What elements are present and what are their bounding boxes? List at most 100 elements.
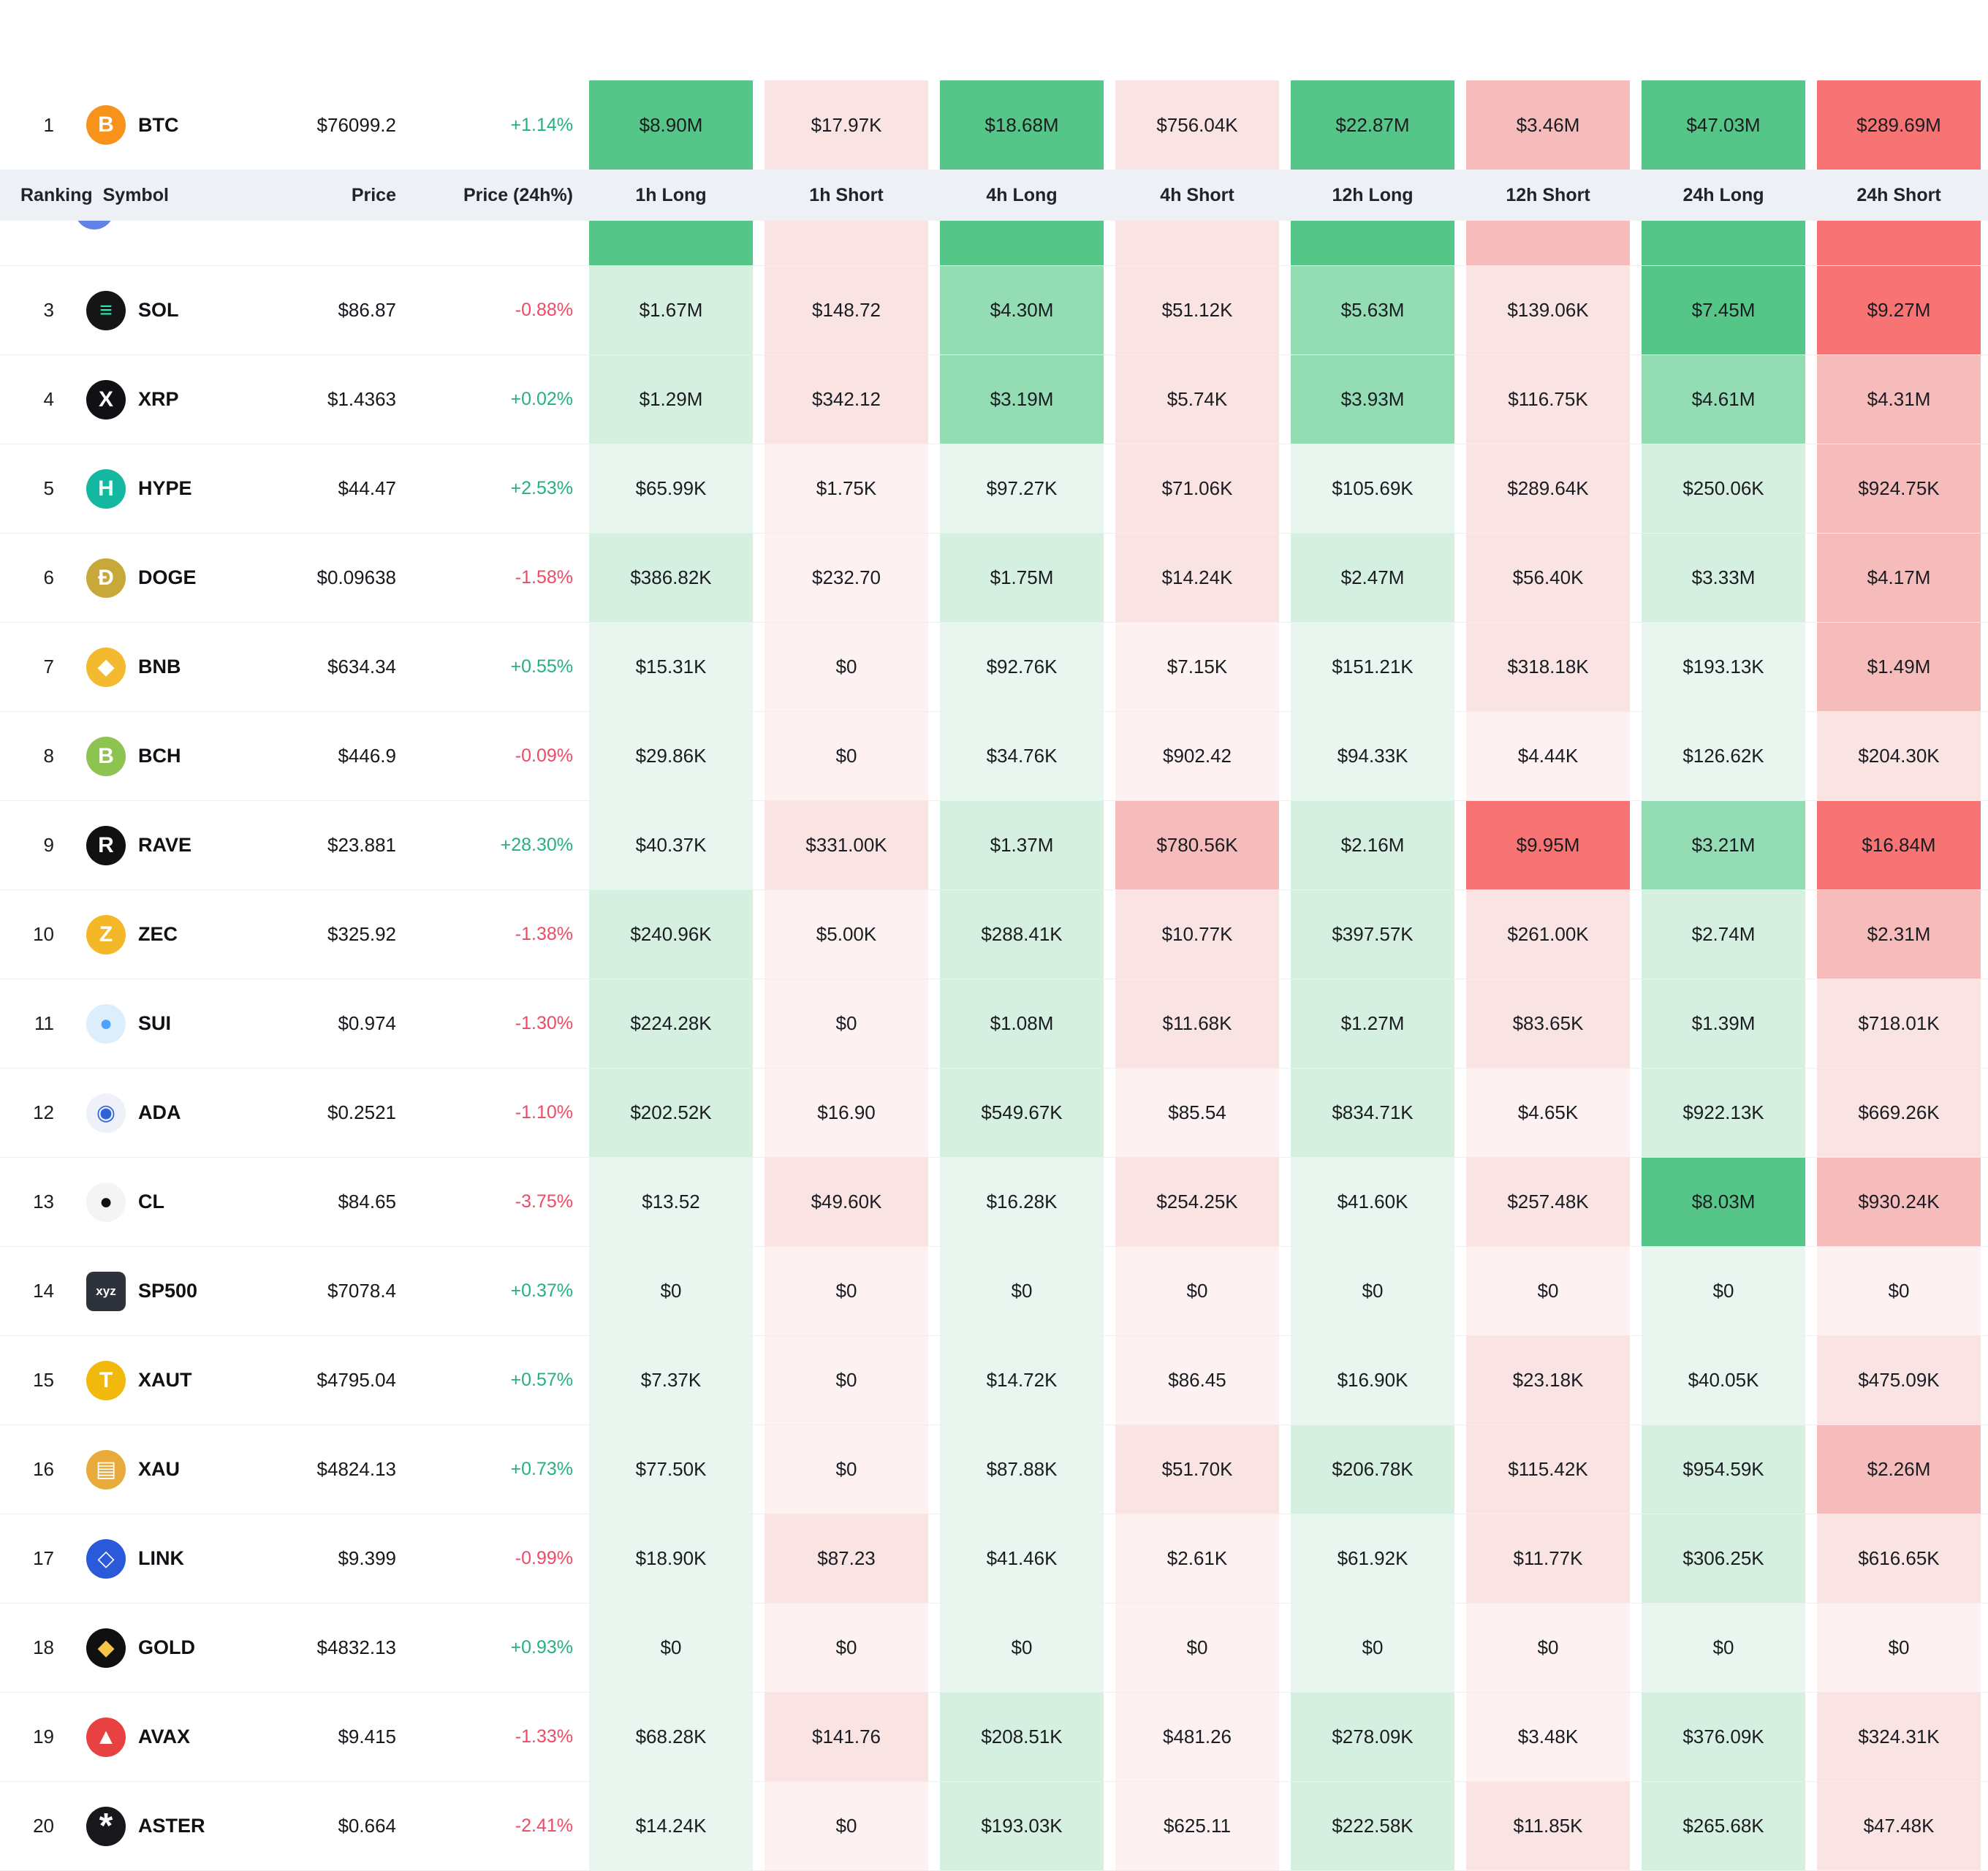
table-row[interactable]: 19 ▲ AVAX $9.415 -1.33% $68.28K $141.76 $2…	[0, 1693, 1988, 1782]
value-cell: $718.01K	[1817, 979, 1981, 1068]
symbol-cell[interactable]: ● SUI	[73, 979, 251, 1068]
value-cell: $17.97K	[765, 80, 928, 170]
table-row[interactable]: 18 ◆ GOLD $4832.13 +0.93% $0 $0 $0 $0 $0 $0 $0…	[0, 1604, 1988, 1693]
value-cell: $16.28K	[940, 1158, 1104, 1246]
value-cell: $9.27M	[1817, 266, 1981, 354]
table-row[interactable]: 13 ● CL $84.65 -3.75% $13.52 $49.60K $16.2…	[0, 1158, 1988, 1247]
value-cell: $116.75K	[1466, 355, 1630, 444]
value-cell: $14.24K	[589, 1782, 753, 1870]
value-cell: $265.68K	[1642, 1782, 1805, 1870]
table-row[interactable]: 1 B BTC $76099.2 +1.14% $8.90M $17.97K $18…	[0, 80, 1988, 170]
value-cell: $4.30M	[940, 266, 1104, 354]
symbol-cell[interactable]: Z ZEC	[73, 890, 251, 979]
value-cell: $1.08M	[940, 979, 1104, 1068]
value-cell: $0	[1115, 1604, 1279, 1692]
table-row[interactable]: 6 Ð DOGE $0.09638 -1.58% $386.82K $232.70…	[0, 534, 1988, 623]
symbol-cell[interactable]: * ASTER	[73, 1782, 251, 1870]
symbol-cell[interactable]: ▲ AVAX	[73, 1693, 251, 1781]
value-cell: $86.45	[1115, 1336, 1279, 1424]
col-symbol[interactable]: Symbol	[102, 184, 169, 205]
value-cell: $756.04K	[1115, 80, 1279, 170]
symbol-label: SP500	[138, 1280, 198, 1302]
symbol-cell[interactable]: H HYPE	[73, 444, 251, 533]
table-row[interactable]: 15 T XAUT $4795.04 +0.57% $7.37K $0 $14.72…	[0, 1336, 1988, 1425]
table-row[interactable]: 12 ◉ ADA $0.2521 -1.10% $202.52K $16.90 $5…	[0, 1069, 1988, 1158]
rank: 6	[43, 566, 54, 588]
symbol-cell[interactable]: ● CL	[73, 1158, 251, 1246]
symbol-cell[interactable]: ◆ GOLD	[73, 1604, 251, 1692]
col-price[interactable]: Price	[351, 184, 396, 205]
price: $86.87	[338, 299, 396, 321]
price-change: +0.73%	[510, 1459, 574, 1479]
symbol-label: ZEC	[138, 923, 178, 945]
symbol-label: AVAX	[138, 1726, 191, 1747]
value-cell: $193.03K	[940, 1782, 1104, 1870]
col-12h-long[interactable]: 12h Long	[1332, 184, 1414, 205]
table-row[interactable]: 10 Z ZEC $325.92 -1.38% $240.96K $5.00K $2…	[0, 890, 1988, 979]
symbol-cell[interactable]: X XRP	[73, 355, 251, 444]
rank: 19	[33, 1726, 54, 1747]
col-price-change[interactable]: Price (24h%)	[463, 184, 573, 205]
col-1h-long[interactable]: 1h Long	[635, 184, 707, 205]
table-row[interactable]: 11 ● SUI $0.974 -1.30% $224.28K $0 $1.08M $…	[0, 979, 1988, 1069]
table-row[interactable]: 9 R RAVE $23.881 +28.30% $40.37K $331.00K…	[0, 801, 1988, 890]
value-cell: $0	[1817, 1604, 1981, 1692]
rank: 4	[43, 388, 54, 410]
symbol-cell[interactable]: ▤ XAU	[73, 1425, 251, 1514]
value-cell: $0	[765, 1247, 928, 1335]
symbol-cell[interactable]: ◆ BNB	[73, 623, 251, 711]
price: $0.974	[338, 1012, 396, 1034]
value-cell: $3.19M	[940, 355, 1104, 444]
col-1h-short[interactable]: 1h Short	[809, 184, 884, 205]
price: $44.47	[338, 477, 396, 499]
symbol-label: DOGE	[138, 566, 197, 588]
value-cell: $0	[765, 1782, 928, 1870]
table-row[interactable]: 3 ≡ SOL $86.87 -0.88% $1.67M $148.72 $4.30…	[0, 266, 1988, 355]
value-cell: $7.45M	[1642, 266, 1805, 354]
value-cell: $10.77K	[1115, 890, 1279, 979]
value-cell: $475.09K	[1817, 1336, 1981, 1424]
value-cell: $97.27K	[940, 444, 1104, 533]
rank: 5	[43, 477, 54, 499]
table-row[interactable]: 14 xyz SP500 $7078.4 +0.37% $0 $0 $0 $0 $0 $0…	[0, 1247, 1988, 1336]
value-cell: $4.44K	[1466, 712, 1630, 800]
col-24h-short[interactable]: 24h Short	[1856, 184, 1941, 205]
col-24h-long[interactable]: 24h Long	[1682, 184, 1764, 205]
table-row[interactable]: 7 ◆ BNB $634.34 +0.55% $15.31K $0 $92.76K $…	[0, 623, 1988, 712]
col-4h-short[interactable]: 4h Short	[1160, 184, 1234, 205]
value-cell: $780.56K	[1115, 801, 1279, 889]
symbol-label: XAU	[138, 1458, 181, 1480]
table-row[interactable]: 16 ▤ XAU $4824.13 +0.73% $77.50K $0 $87.88…	[0, 1425, 1988, 1514]
value-cell: $34.76K	[940, 712, 1104, 800]
symbol-cell[interactable]: ◇ LINK	[73, 1514, 251, 1603]
value-cell: $0	[1115, 1247, 1279, 1335]
partially-covered-row[interactable]	[0, 221, 1988, 266]
price: $23.881	[327, 834, 396, 856]
symbol-cell[interactable]: ≡ SOL	[73, 266, 251, 354]
symbol-cell[interactable]: B BTC	[73, 80, 251, 170]
value-cell: $56.40K	[1466, 534, 1630, 622]
value-cell: $18.90K	[589, 1514, 753, 1603]
table-row[interactable]: 17 ◇ LINK $9.399 -0.99% $18.90K $87.23 $41…	[0, 1514, 1988, 1604]
value-cell: $2.16M	[1291, 801, 1454, 889]
table-row[interactable]: 20 * ASTER $0.664 -2.41% $14.24K $0 $193.0…	[0, 1782, 1988, 1871]
value-cell: $126.62K	[1642, 712, 1805, 800]
col-4h-long[interactable]: 4h Long	[986, 184, 1058, 205]
symbol-cell[interactable]: ◉ ADA	[73, 1069, 251, 1157]
price: $9.399	[338, 1547, 396, 1569]
symbol-cell[interactable]: R RAVE	[73, 801, 251, 889]
table-row[interactable]: 4 X XRP $1.4363 +0.02% $1.29M $342.12 $3.1…	[0, 355, 1988, 444]
avax-icon: ▲	[86, 1717, 126, 1757]
symbol-cell[interactable]: T XAUT	[73, 1336, 251, 1424]
symbol-cell[interactable]: B BCH	[73, 712, 251, 800]
table-row[interactable]: 5 H HYPE $44.47 +2.53% $65.99K $1.75K $97.…	[0, 444, 1988, 534]
symbol-cell[interactable]: xyz SP500	[73, 1247, 251, 1335]
value-cell: $51.70K	[1115, 1425, 1279, 1514]
table-row[interactable]: 8 B BCH $446.9 -0.09% $29.86K $0 $34.76K $9…	[0, 712, 1988, 801]
col-12h-short[interactable]: 12h Short	[1506, 184, 1590, 205]
symbol-cell[interactable]: Ð DOGE	[73, 534, 251, 622]
sp500-icon: xyz	[86, 1271, 126, 1311]
value-cell: $0	[1817, 1247, 1981, 1335]
col-ranking[interactable]: Ranking	[20, 184, 93, 205]
